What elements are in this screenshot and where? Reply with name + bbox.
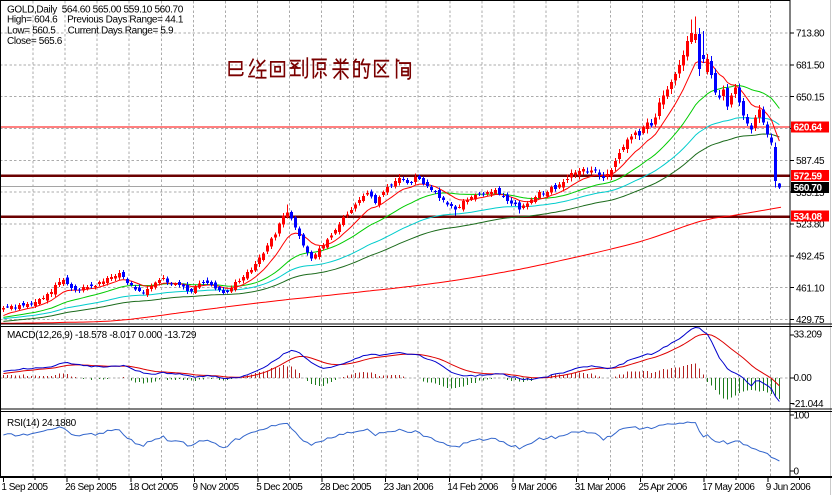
svg-text:Low= 560.5 Current Days Ra: Low= 560.5 Current Days Range= 5.9 <box>7 25 174 36</box>
svg-text:25 Apr 2006: 25 Apr 2006 <box>638 482 687 493</box>
svg-text:MACD(12,26,9) -18.578 -8.017 0: MACD(12,26,9) -18.578 -8.017 0.000 -13.7… <box>7 330 197 341</box>
svg-text:523.80: 523.80 <box>796 220 825 231</box>
svg-text:23 Jan 2006: 23 Jan 2006 <box>384 482 434 493</box>
svg-text:28 Dec 2005: 28 Dec 2005 <box>320 482 372 493</box>
svg-text:534.08: 534.08 <box>794 212 823 223</box>
svg-text:1 Sep 2005: 1 Sep 2005 <box>1 482 48 493</box>
svg-text:587.45: 587.45 <box>796 156 825 167</box>
svg-text:14 Feb 2006: 14 Feb 2006 <box>447 482 499 493</box>
svg-text:RSI(14) 24.1880: RSI(14) 24.1880 <box>7 418 77 429</box>
svg-text:0.00: 0.00 <box>794 373 813 384</box>
svg-text:650.15: 650.15 <box>796 92 825 103</box>
svg-text:5 Dec 2005: 5 Dec 2005 <box>256 482 303 493</box>
svg-text:681.50: 681.50 <box>796 60 825 71</box>
svg-text:17 May 2006: 17 May 2006 <box>702 482 755 493</box>
svg-text:560.70: 560.70 <box>794 183 823 194</box>
svg-text:GOLD,Daily 564.60 565.00 559.: GOLD,Daily 564.60 565.00 559.10 560.70 <box>7 5 184 16</box>
svg-text:572.59: 572.59 <box>794 171 823 182</box>
svg-text:100: 100 <box>794 411 810 422</box>
svg-text:9 Nov 2005: 9 Nov 2005 <box>193 482 240 493</box>
svg-text:555.15: 555.15 <box>796 188 825 199</box>
svg-text:9 Jun 2006: 9 Jun 2006 <box>766 482 811 493</box>
svg-text:0: 0 <box>794 467 800 478</box>
svg-text:9 Mar 2006: 9 Mar 2006 <box>511 482 558 493</box>
svg-text:31 Mar 2006: 31 Mar 2006 <box>575 482 627 493</box>
svg-text:Close= 565.6: Close= 565.6 <box>7 36 63 47</box>
svg-text:713.80: 713.80 <box>796 29 825 40</box>
svg-text:26 Sep 2005: 26 Sep 2005 <box>65 482 117 493</box>
svg-text:-21.044: -21.044 <box>792 399 824 410</box>
svg-text:429.75: 429.75 <box>796 315 825 326</box>
svg-text:33.209: 33.209 <box>794 330 823 341</box>
svg-text:461.10: 461.10 <box>796 283 825 294</box>
svg-text:492.45: 492.45 <box>796 251 825 262</box>
svg-text:18 Oct 2005: 18 Oct 2005 <box>129 482 179 493</box>
svg-text:620.64: 620.64 <box>794 123 823 134</box>
svg-text:High= 604.6 Previous Days R: High= 604.6 Previous Days Range= 44.1 <box>7 14 184 25</box>
